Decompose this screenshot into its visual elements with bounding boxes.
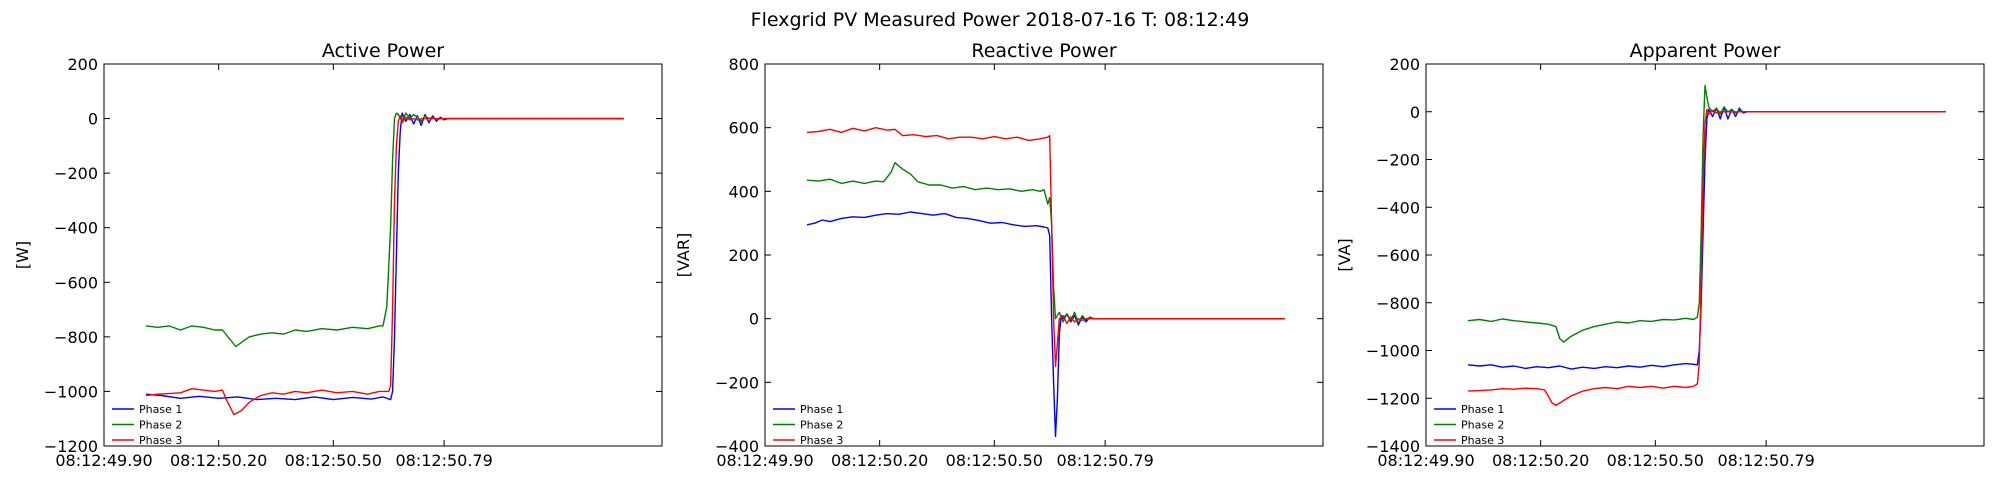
- y-tick-label: −400: [1376, 198, 1420, 217]
- legend: Phase 1 Phase 2 Phase 3: [773, 403, 843, 447]
- legend-label-phase-2: Phase 2: [800, 419, 843, 432]
- y-tick-label: −200: [54, 164, 98, 183]
- series-lines: [1467, 84, 1946, 407]
- figure-title: Flexgrid PV Measured Power 2018-07-16 T:…: [751, 9, 1250, 31]
- y-tick-label: 0: [88, 110, 98, 129]
- x-tick-label: 08:12:50.20: [170, 451, 267, 470]
- y-axis-label: [W]: [13, 241, 32, 269]
- plot-title: Active Power: [322, 40, 444, 62]
- legend-label-phase-3: Phase 3: [139, 434, 182, 447]
- y-tick-label: −400: [715, 437, 759, 456]
- legend-label-phase-3: Phase 3: [800, 434, 843, 447]
- y-tick-label: −400: [54, 219, 98, 238]
- series-line-phase-3: [145, 115, 624, 416]
- x-tick-label: 08:12:49.90: [55, 451, 152, 470]
- subplots: Active Power [W] 200 0 −200 −400 −600 −800 −1000…: [13, 40, 1985, 470]
- legend-label-phase-1: Phase 1: [800, 403, 843, 416]
- y-axis-label: [VAR]: [674, 233, 693, 277]
- x-tick-label: 08:12:50.79: [1056, 451, 1153, 470]
- y-tick-label: −800: [1376, 294, 1420, 313]
- y-tick-label: 600: [728, 119, 759, 138]
- y-tick-label: −1400: [1366, 437, 1420, 456]
- y-tick-label: −600: [1376, 246, 1420, 265]
- y-tick-label: −1000: [44, 382, 98, 401]
- subplot-3: Apparent Power [VA] 200 0 −200 −400 −600 −800 −1…: [1335, 40, 1985, 470]
- y-tick-label: 400: [728, 182, 759, 201]
- plot-frame: [103, 63, 663, 447]
- legend-label-phase-1: Phase 1: [1461, 403, 1504, 416]
- series-lines: [806, 127, 1285, 438]
- y-tick-label: −1200: [44, 437, 98, 456]
- y-tick-label: 200: [67, 55, 98, 74]
- legend: Phase 1 Phase 2 Phase 3: [112, 403, 182, 447]
- series-line-phase-2: [806, 162, 1285, 325]
- legend: Phase 1 Phase 2 Phase 3: [1434, 403, 1504, 447]
- series-line-phase-2: [1467, 84, 1946, 343]
- x-tick-label: 08:12:49.90: [716, 451, 813, 470]
- series-line-phase-1: [1467, 106, 1946, 370]
- y-tick-label: 800: [728, 55, 759, 74]
- y-tick-label: −1000: [1366, 342, 1420, 361]
- subplot-1: Active Power [W] 200 0 −200 −400 −600 −800 −1000…: [13, 40, 663, 470]
- x-tick-label: 08:12:50.50: [1607, 451, 1704, 470]
- x-tick-label: 08:12:50.20: [1492, 451, 1589, 470]
- legend-label-phase-1: Phase 1: [139, 403, 182, 416]
- y-tick-label: 0: [1410, 103, 1420, 122]
- series-line-phase-3: [806, 127, 1285, 368]
- y-tick-label: −1200: [1366, 389, 1420, 408]
- x-tick-label: 08:12:50.50: [946, 451, 1043, 470]
- series-line-phase-2: [145, 112, 624, 348]
- x-tick-label: 08:12:50.79: [395, 451, 492, 470]
- y-tick-label: 0: [749, 310, 759, 329]
- y-tick-label: −200: [715, 373, 759, 392]
- x-tick-label: 08:12:50.79: [1717, 451, 1814, 470]
- x-tick-label: 08:12:50.20: [831, 451, 928, 470]
- y-axis-label: [VA]: [1335, 238, 1354, 271]
- x-tick-label: 08:12:50.50: [285, 451, 382, 470]
- legend-label-phase-3: Phase 3: [1461, 434, 1504, 447]
- x-tick-label: 08:12:49.90: [1377, 451, 1474, 470]
- y-tick-label: 200: [728, 246, 759, 265]
- series-line-phase-3: [1467, 108, 1946, 407]
- y-tick-label: −800: [54, 328, 98, 347]
- y-tick-label: −200: [1376, 151, 1420, 170]
- subplot-2: Reactive Power [VAR] 800 600 400 200 0 −200 −400…: [674, 40, 1324, 470]
- y-tick-label: −600: [54, 273, 98, 292]
- series-lines: [145, 112, 624, 416]
- y-tick-label: 200: [1389, 55, 1420, 74]
- plot-title: Apparent Power: [1630, 40, 1781, 62]
- plot-title: Reactive Power: [971, 40, 1116, 62]
- legend-label-phase-2: Phase 2: [1461, 419, 1504, 432]
- legend-label-phase-2: Phase 2: [139, 419, 182, 432]
